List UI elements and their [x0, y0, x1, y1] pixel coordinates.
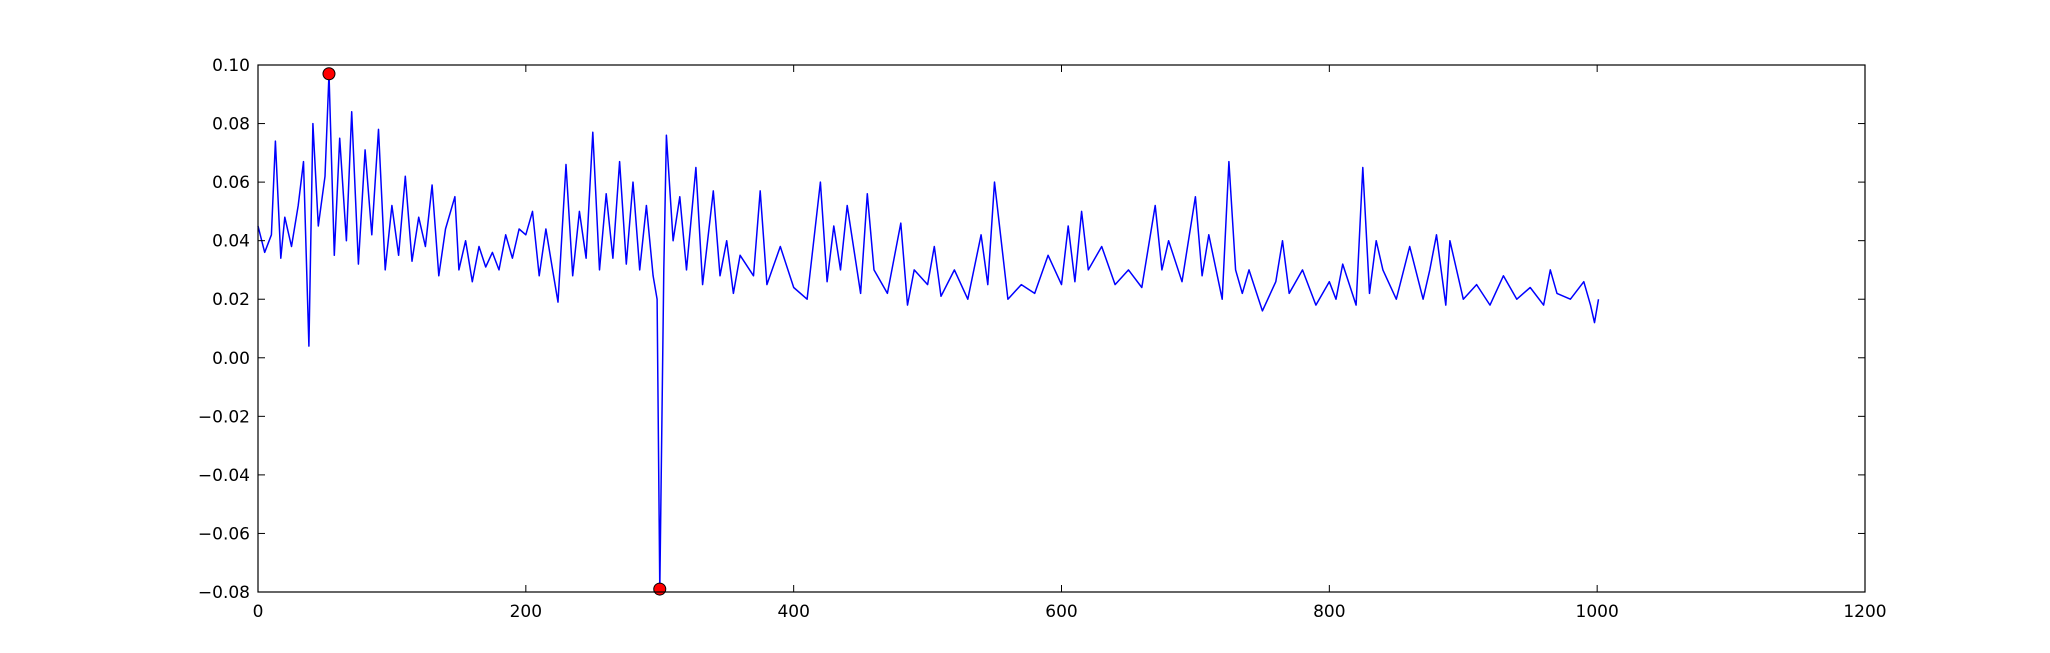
- y-tick-label: 0.02: [212, 290, 250, 310]
- x-tick-label: 1200: [1843, 602, 1886, 622]
- highlight-marker-1: [653, 582, 667, 596]
- x-tick-label: 200: [510, 602, 542, 622]
- x-tick-label: 1000: [1576, 602, 1619, 622]
- y-tick-label: −0.04: [198, 466, 250, 486]
- y-tick-label: 0.04: [212, 232, 250, 252]
- series-line-0: [257, 73, 1600, 590]
- y-tick-label: 0.08: [212, 115, 250, 135]
- x-tick-label: 800: [1313, 602, 1345, 622]
- y-tick-label: 0.00: [212, 349, 250, 369]
- x-tick-label: 0: [253, 602, 264, 622]
- y-tick-label: 0.10: [212, 56, 250, 76]
- plot-frame: [257, 64, 1866, 593]
- x-tick-label: 400: [777, 602, 809, 622]
- y-tick-label: 0.06: [212, 173, 250, 193]
- series-layer: [257, 73, 1600, 590]
- y-tick-label: −0.08: [198, 583, 250, 603]
- tick-layer: 0 200 400 600 800 1000 1200 −0.08 −0.06 −0.04 −0.0…: [198, 56, 1887, 622]
- x-tick-label: 600: [1045, 602, 1077, 622]
- y-tick-label: −0.06: [198, 524, 250, 544]
- highlight-marker-0: [322, 67, 336, 81]
- y-tick-label: −0.02: [198, 407, 250, 427]
